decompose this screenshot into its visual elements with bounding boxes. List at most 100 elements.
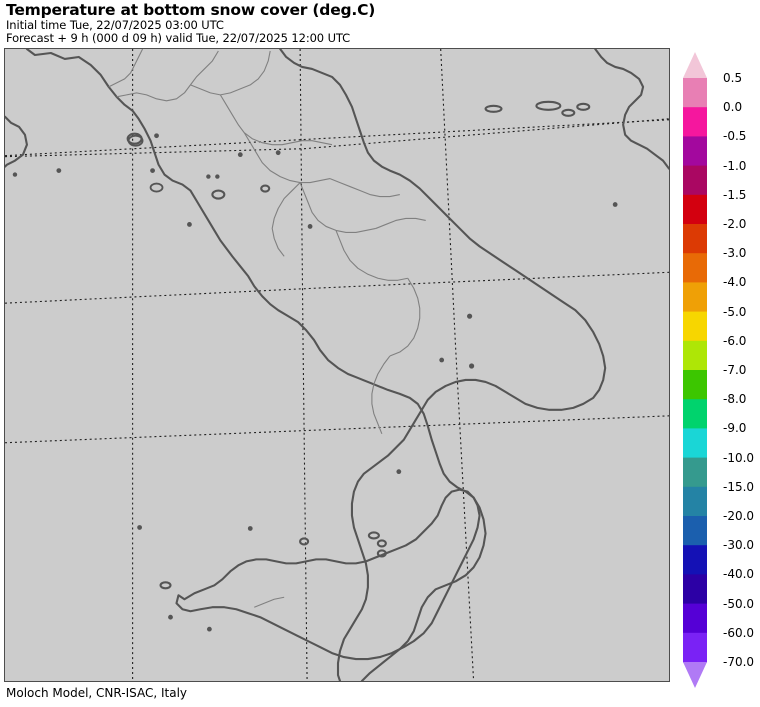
colorbar-band — [683, 574, 707, 605]
colorbar-tick-label: -20.0 — [723, 509, 755, 523]
colorbar-band — [683, 136, 707, 167]
colorbar-band — [683, 486, 707, 517]
island-ponza — [211, 189, 226, 200]
city-dot — [187, 222, 192, 227]
colorbar-band — [683, 165, 707, 196]
city-dot — [150, 168, 155, 174]
colorbar-tick-label: 0.0 — [723, 100, 743, 115]
model-credit: Moloch Model, CNR-ISAC, Italy — [6, 686, 188, 700]
island-dalmatian-2 — [561, 108, 576, 117]
map-canvas[interactable] — [5, 49, 669, 681]
city-dot — [154, 133, 159, 139]
colorbar-tick-label: -6.0 — [723, 333, 747, 348]
colorbar-band — [683, 399, 707, 429]
colorbar-tick-label: 0.5 — [723, 71, 743, 85]
coastline-balkan — [594, 49, 669, 170]
city-dot — [206, 626, 212, 632]
colorbar-band — [683, 253, 707, 283]
city-dot — [168, 614, 173, 620]
coastline-east-mainland — [279, 49, 607, 411]
colorbar-tick-label: -10.0 — [723, 450, 755, 465]
island-tremiti — [484, 104, 503, 113]
colorbar-tick-label: -3.0 — [723, 246, 747, 261]
coastline-group — [5, 49, 669, 681]
region-border-group — [108, 49, 426, 608]
colorbar-tick-label: -7.0 — [723, 363, 747, 377]
island-dalmatian-1 — [535, 100, 562, 111]
region-border-lazio-campania — [243, 132, 331, 184]
initial-time-line: Initial time Tue, 22/07/2025 03:00 UTC — [6, 18, 224, 32]
colorbar-tick-label: -70.0 — [723, 655, 755, 669]
island-ischia — [260, 184, 271, 193]
colorbar-tick-label: -2.0 — [723, 217, 747, 231]
city-dot — [275, 150, 281, 156]
region-border-campania-puglia — [299, 182, 376, 233]
island-aeolian-2 — [376, 539, 387, 548]
colorbar-band — [683, 107, 707, 137]
region-border-calabria — [371, 355, 391, 434]
colorbar-over-arrow — [683, 52, 707, 78]
colorbar-tick-label: -5.0 — [723, 304, 747, 319]
colorbar-tick-label: -4.0 — [723, 275, 747, 290]
colorbar-band — [683, 282, 707, 313]
gridline-parallel-d — [5, 415, 669, 444]
city-dot — [307, 224, 313, 229]
island-aeolian-3 — [376, 549, 387, 558]
lake-bolsena — [127, 134, 144, 147]
city-dot — [612, 202, 618, 207]
region-border-puglia-n — [375, 217, 426, 229]
inland-water-group — [127, 134, 164, 193]
forecast-valid-line: Forecast + 9 h (000 d 09 h) valid Tue, 2… — [6, 30, 351, 45]
gridline-meridian-3 — [440, 49, 475, 681]
colorbar-band — [683, 603, 707, 634]
colorbar-tick-label: -1.0 — [723, 158, 747, 173]
header-block: Temperature at bottom snow cover (deg.C)… — [6, 2, 666, 44]
colorbar-band — [683, 311, 707, 342]
gridline-parallel-a — [5, 119, 669, 157]
colorbar-tick-label: -50.0 — [723, 596, 755, 611]
map-panel[interactable] — [4, 48, 670, 682]
colorbar-band — [683, 340, 707, 371]
gridline-parallel-1 — [5, 118, 669, 158]
colorbar-band — [683, 194, 707, 225]
region-border-basilicata-e — [389, 277, 421, 357]
lake-bracciano — [149, 182, 164, 193]
city-dot — [396, 469, 402, 475]
colorbar-tick-label: -15.0 — [723, 479, 755, 494]
gridline-meridian-2 — [299, 49, 308, 681]
region-border-tuscany-lazio — [108, 49, 144, 88]
region-border-basilicata-n — [335, 230, 408, 281]
colorbar: 0.5 0.0 -0.5 -1.0 -1.5 -2.0 -3.0 -4.0 -5.0 -6.0 -7… — [683, 52, 755, 688]
page-title: Temperature at bottom snow cover (deg.C) — [6, 1, 376, 19]
colorbar-band — [683, 370, 707, 400]
city-dot-group — [12, 133, 618, 632]
coastline-sicily — [175, 488, 481, 661]
colorbar-band — [683, 516, 707, 546]
colorbar-tick-label: -1.5 — [723, 187, 747, 202]
gridline-parallel-c — [5, 271, 669, 304]
region-border-campania-s — [271, 182, 301, 257]
colorbar-tick-label: -8.0 — [723, 392, 747, 407]
colorbar-band — [683, 224, 707, 254]
island-dalmatian-3 — [576, 102, 591, 111]
island-aeolian-1 — [367, 531, 380, 540]
city-dot — [247, 526, 253, 531]
region-border-sicily-int-1 — [254, 596, 285, 608]
colorbar-tick-label: -60.0 — [723, 625, 755, 640]
region-border-umbria — [116, 50, 219, 102]
colorbar-tick-label: -30.0 — [723, 538, 755, 553]
city-dot — [12, 172, 18, 177]
colorbar-tick-label: -9.0 — [723, 421, 747, 436]
colorbar-band — [683, 457, 707, 488]
region-border-abruzzo — [219, 94, 333, 146]
graticule-group — [5, 49, 669, 681]
city-dot — [237, 152, 243, 158]
colorbar-tick-label: -40.0 — [723, 567, 755, 582]
city-dot — [467, 313, 473, 319]
region-border-marche — [190, 50, 271, 96]
island-ustica — [299, 537, 310, 546]
colorbar-band — [683, 78, 707, 108]
city-dot — [206, 174, 211, 179]
region-border-molise — [329, 178, 400, 198]
coastline-corsica — [5, 115, 28, 168]
